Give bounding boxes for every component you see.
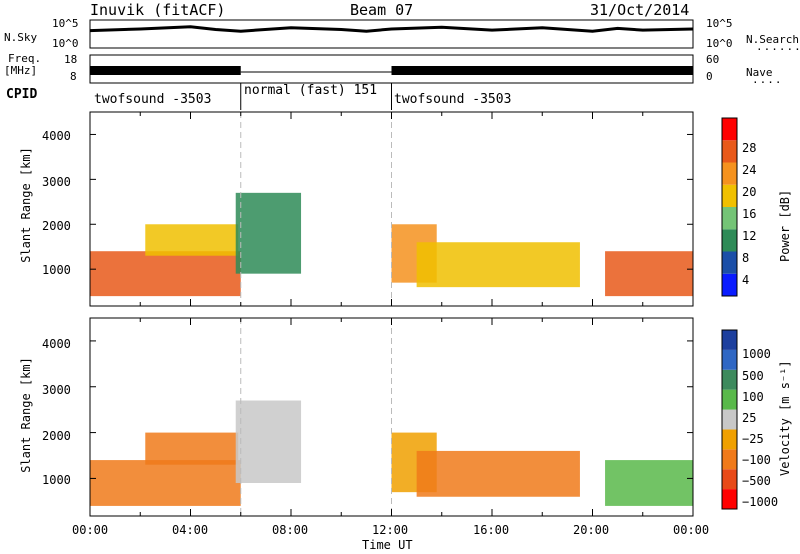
power-tick-12: 12 <box>742 229 757 243</box>
vel-tick-100: 100 <box>742 390 764 404</box>
date-title: 31/Oct/2014 <box>590 1 690 19</box>
freq-right-tick-high: 60 <box>706 53 720 66</box>
noise-right-top-tick: 10^5 <box>706 17 733 30</box>
x-axis-label: Time UT <box>362 538 413 552</box>
freq-band-3 <box>391 66 693 75</box>
power-colorbar-segment <box>722 273 737 296</box>
noise-panel-frame <box>89 19 694 49</box>
velocity-colorbar-segment <box>722 330 737 350</box>
p1-ytick-2000: 2000 <box>42 219 71 233</box>
freq-band-1 <box>90 66 241 75</box>
xtick-0400: 04:00 <box>172 523 209 537</box>
noise-right-bottom-tick: 10^0 <box>706 37 733 50</box>
velocity-echo-region <box>416 450 580 497</box>
freq-unit-label: [MHz] <box>4 64 38 77</box>
p1-ytick-1000: 1000 <box>42 263 71 277</box>
xtick-2400: 00:00 <box>673 523 710 537</box>
cpid-segment-3: twofsound -3503 <box>394 92 512 107</box>
vel-tick-neg1000: −1000 <box>742 495 779 509</box>
vel-tick-neg500: −500 <box>742 474 771 488</box>
xtick-0800: 08:00 <box>272 523 309 537</box>
station-title: Inuvik (fitACF) <box>90 1 226 19</box>
freq-right-tick-low: 0 <box>706 70 713 83</box>
p2-ytick-4000: 4000 <box>42 337 71 351</box>
p2-ytick-2000: 2000 <box>42 429 71 443</box>
power-colorbar-segment <box>722 251 737 274</box>
nsearch-label: N.Search <box>746 33 799 46</box>
power-tick-24: 24 <box>742 163 757 177</box>
power-echo-region <box>235 192 302 274</box>
velocity-echo-region <box>145 432 239 465</box>
cpid-segment-2: normal (fast) 151 <box>244 83 378 98</box>
power-colorbar-segment <box>722 118 737 141</box>
power-tick-16: 16 <box>742 207 757 221</box>
vel-tick-neg25: −25 <box>742 432 764 446</box>
vel-tick-neg100: −100 <box>742 453 771 467</box>
velocity-echo-region <box>235 400 302 483</box>
xtick-2000: 20:00 <box>573 523 610 537</box>
velocity-colorbar-segment <box>722 449 737 470</box>
p2-ytick-1000: 1000 <box>42 473 71 487</box>
power-colorbar-segment <box>722 162 737 185</box>
p1-ytick-3000: 3000 <box>42 175 71 189</box>
xtick-1200: 12:00 <box>372 523 409 537</box>
power-tick-28: 28 <box>742 141 757 155</box>
velocity-colorbar-segment <box>722 389 737 410</box>
noise-top-tick: 10^5 <box>52 17 79 30</box>
nsky-line <box>89 25 694 33</box>
velocity-colorbar-segment <box>722 369 737 390</box>
nsky-label: N.Sky <box>4 31 38 44</box>
power-colorbar-segment <box>722 229 737 252</box>
power-echo-region <box>90 251 241 297</box>
vel-tick-500: 500 <box>742 369 764 383</box>
nave-label: Nave <box>746 66 773 79</box>
beam-title: Beam 07 <box>350 1 414 19</box>
cpid-segment-1: twofsound -3503 <box>94 92 212 107</box>
vel-tick-25: 25 <box>742 411 757 425</box>
velocity-colorbar-frame <box>721 329 738 510</box>
power-tick-20: 20 <box>742 185 757 199</box>
velocity-colorbar-segment <box>722 489 737 509</box>
velocity-colorbar-segment <box>722 349 737 370</box>
power-echo-region <box>416 242 580 288</box>
nsearch-dots: ........ <box>756 40 800 53</box>
xtick-0000: 00:00 <box>72 523 109 537</box>
power-colorbar-segment <box>722 140 737 163</box>
velocity-echo-region <box>90 460 241 506</box>
velocity-colorbar-segment <box>722 429 737 450</box>
xtick-1600: 16:00 <box>473 523 510 537</box>
vel-tick-1000: 1000 <box>742 347 771 361</box>
power-echo-region <box>145 224 239 256</box>
freq-label: Freq. <box>8 52 42 65</box>
p1-ytick-4000: 4000 <box>42 129 71 143</box>
power-tick-8: 8 <box>742 251 750 265</box>
power-tick-4: 4 <box>742 273 750 287</box>
velocity-echo-region <box>605 460 693 506</box>
freq-left-tick-low: 8 <box>70 70 77 83</box>
cpid-label: CPID <box>6 87 38 102</box>
velocity-colorbar-segment <box>722 409 737 430</box>
power-colorbar-frame <box>721 117 738 297</box>
nave-dots: .... <box>752 73 783 86</box>
p2-ytick-3000: 3000 <box>42 383 71 397</box>
power-colorbar-segment <box>722 207 737 230</box>
freq-left-tick-high: 18 <box>64 53 78 66</box>
velocity-colorbar-segment <box>722 469 737 490</box>
power-echo-region <box>605 251 693 297</box>
power-colorbar-segment <box>722 184 737 207</box>
noise-bottom-tick: 10^0 <box>52 37 79 50</box>
